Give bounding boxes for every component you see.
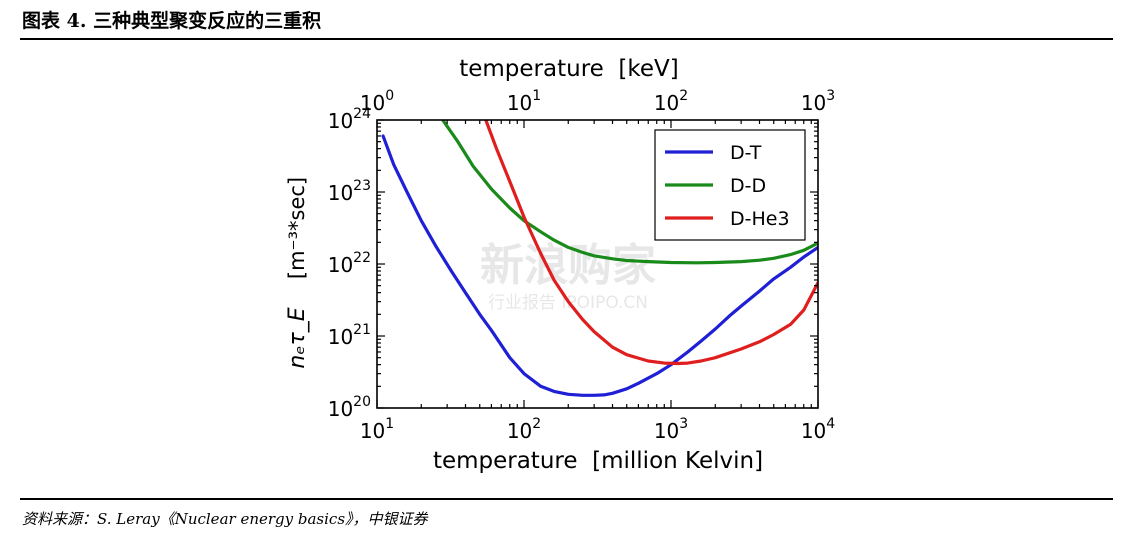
x2-tick-label: 101 — [507, 88, 541, 115]
x-tick-label: 104 — [801, 416, 835, 443]
y-tick-label: 1024 — [328, 106, 371, 133]
y-tick-label: 1021 — [328, 322, 371, 349]
x2-tick-label: 100 — [360, 88, 394, 115]
bottom-rule — [20, 498, 1113, 500]
x-tick-label: 102 — [507, 416, 541, 443]
legend-label-d-d: D-D — [730, 175, 766, 197]
top-rule — [20, 38, 1113, 40]
tick-labels: 101 102 103 104 100 101 102 103 1024 1023 1022 1021… — [328, 88, 836, 443]
bottom-axis-label: temperature [million Kelvin] — [433, 448, 763, 474]
figure-source: 资料来源：S. Leray《Nuclear energy basics》，中银证… — [22, 510, 428, 528]
y-axis-symbol-label: nₑτ_E — [285, 307, 310, 368]
series-layer — [381, 120, 818, 397]
figure-title: 图表 4. 三种典型聚变反应的三重积 — [22, 10, 322, 32]
x-tick-label: 101 — [360, 416, 394, 443]
watermark: 新浪购家 行业报告 IPOIPO.CN — [480, 240, 656, 313]
x2-tick-label: 102 — [654, 88, 688, 115]
y-tick-label: 1022 — [328, 250, 371, 277]
series-line-d-t — [381, 134, 818, 397]
series-line-d-he3 — [484, 120, 818, 366]
legend-label-d-t: D-T — [730, 142, 762, 164]
series-line-d-d — [441, 120, 818, 265]
x-tick-label: 103 — [654, 416, 688, 443]
ticks-layer — [376, 119, 819, 409]
y-tick-label: 1023 — [328, 178, 371, 205]
x2-tick-label: 103 — [801, 88, 835, 115]
top-axis-label: temperature [keV] — [459, 56, 679, 82]
y-tick-label: 1020 — [328, 394, 371, 421]
y-axis-units-label: [m⁻³*sec] — [285, 177, 309, 279]
legend: D-T D-D D-He3 — [654, 129, 806, 241]
legend-label-d-he3: D-He3 — [730, 208, 790, 230]
